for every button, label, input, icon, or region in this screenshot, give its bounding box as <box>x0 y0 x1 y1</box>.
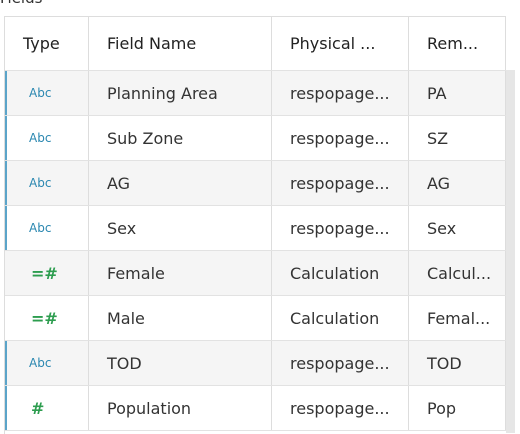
field-row[interactable]: Abc TOD respopage... TOD <box>5 341 506 386</box>
type-icon: =# <box>5 251 89 295</box>
field-cell: Planning Area <box>89 71 272 115</box>
type-icon: =# <box>5 296 89 340</box>
column-header[interactable]: Physical ... <box>272 17 409 70</box>
field-row[interactable]: # Population respopage... Pop <box>5 386 506 431</box>
field-cell: AG <box>89 161 272 205</box>
field-cell: respopage... <box>272 116 409 160</box>
column-header[interactable]: Rem... <box>409 17 506 70</box>
row-indicator <box>5 386 7 430</box>
field-cell: SZ <box>409 116 506 160</box>
field-row[interactable]: Abc Planning Area respopage... PA <box>5 71 506 116</box>
row-indicator <box>5 116 7 160</box>
field-cell: Calcul... <box>409 251 506 295</box>
field-cell: Pop <box>409 386 506 430</box>
section-title: Fields <box>0 0 42 7</box>
field-cell: Sub Zone <box>89 116 272 160</box>
field-cell: Sex <box>89 206 272 250</box>
row-indicator <box>5 71 7 115</box>
field-cell: respopage... <box>272 71 409 115</box>
fields-table: Type Field Name Physical ... Rem... Abc Plann… <box>4 16 506 434</box>
field-row[interactable]: Abc AG respopage... AG <box>5 161 506 206</box>
field-cell: respopage... <box>272 386 409 430</box>
field-row[interactable]: Abc Sex respopage... Sex <box>5 206 506 251</box>
type-icon: Abc <box>5 161 89 205</box>
field-cell: PA <box>409 71 506 115</box>
row-indicator <box>5 161 7 205</box>
field-cell: AG <box>409 161 506 205</box>
column-header[interactable]: Field Name <box>89 17 272 70</box>
type-icon: # <box>5 386 89 430</box>
field-row[interactable]: =# Female Calculation Calcul... <box>5 251 506 296</box>
field-cell: Population <box>89 386 272 430</box>
field-cell: Sex <box>409 206 506 250</box>
column-header[interactable]: Type <box>5 17 89 70</box>
field-cell: respopage... <box>272 341 409 385</box>
field-cell: Calculation <box>272 296 409 340</box>
field-cell: respopage... <box>272 161 409 205</box>
header-row: Type Field Name Physical ... Rem... <box>5 17 506 71</box>
field-cell: Calculation <box>272 251 409 295</box>
type-icon: Abc <box>5 206 89 250</box>
field-cell: TOD <box>409 341 506 385</box>
field-cell: Female <box>89 251 272 295</box>
field-cell: Femal... <box>409 296 506 340</box>
type-icon: Abc <box>5 341 89 385</box>
type-icon: Abc <box>5 116 89 160</box>
field-row[interactable]: Abc Sub Zone respopage... SZ <box>5 116 506 161</box>
type-icon: Abc <box>5 71 89 115</box>
field-cell: TOD <box>89 341 272 385</box>
scrollbar[interactable] <box>506 70 515 433</box>
field-cell: respopage... <box>272 206 409 250</box>
row-indicator <box>5 341 7 385</box>
row-indicator <box>5 206 7 250</box>
field-row[interactable]: =# Male Calculation Femal... <box>5 296 506 341</box>
field-cell: Male <box>89 296 272 340</box>
